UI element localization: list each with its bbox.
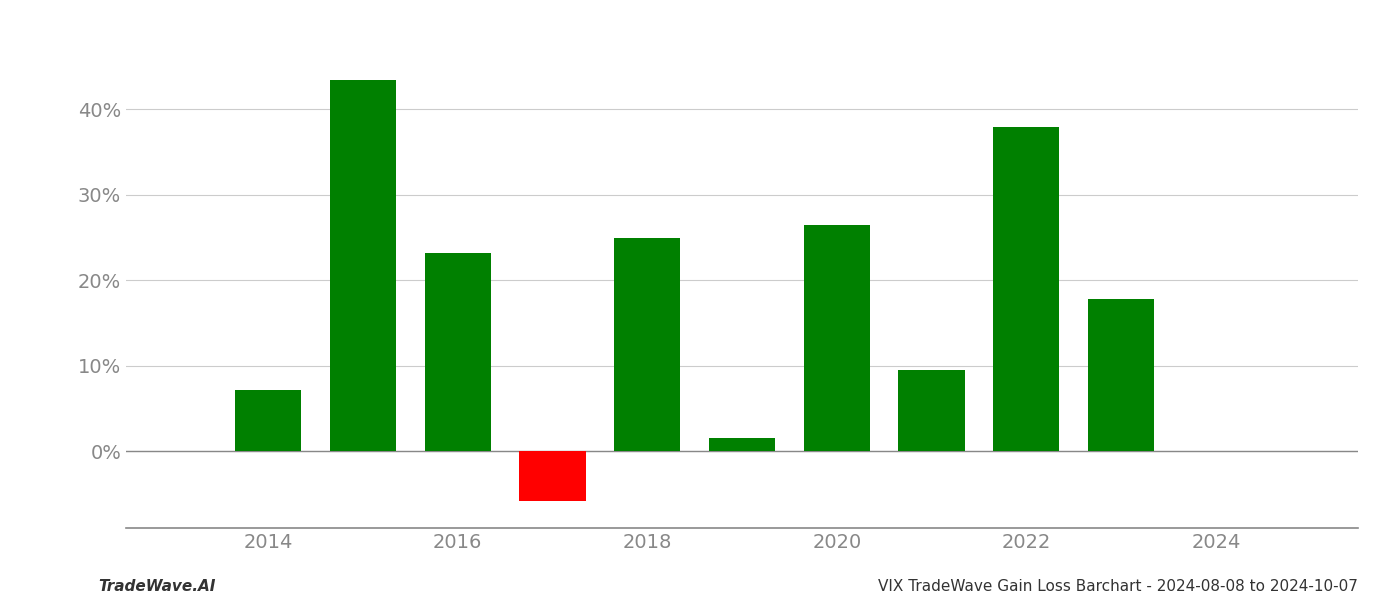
- Bar: [804, 225, 869, 451]
- Bar: [519, 451, 585, 500]
- Bar: [424, 253, 491, 451]
- Bar: [899, 370, 965, 451]
- Bar: [235, 389, 301, 451]
- Text: TradeWave.AI: TradeWave.AI: [98, 579, 216, 594]
- Bar: [330, 80, 396, 451]
- Text: VIX TradeWave Gain Loss Barchart - 2024-08-08 to 2024-10-07: VIX TradeWave Gain Loss Barchart - 2024-…: [878, 579, 1358, 594]
- Bar: [1088, 299, 1154, 451]
- Bar: [708, 439, 776, 451]
- Bar: [615, 238, 680, 451]
- Bar: [993, 127, 1060, 451]
